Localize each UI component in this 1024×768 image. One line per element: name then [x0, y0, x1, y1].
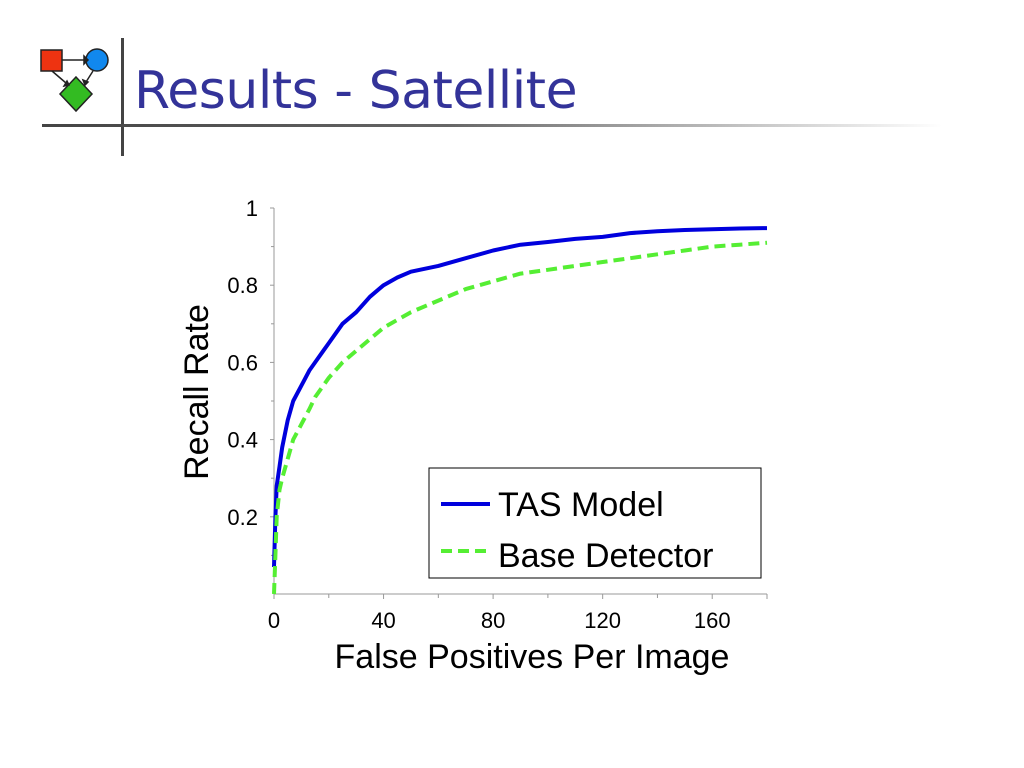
y-axis-title: Recall Rate: [178, 304, 216, 480]
legend-label-tas-model: TAS Model: [498, 486, 664, 524]
y-tick-label: 0.4: [227, 428, 258, 453]
legend: TAS Model Base Detector: [428, 467, 762, 579]
series-line-tas-model: [272, 226, 768, 568]
y-ticks: 0.2 0.4 0.6 0.8 1: [227, 196, 274, 556]
y-tick-label: 0.2: [227, 505, 258, 530]
y-tick-label: 1: [246, 196, 258, 221]
x-tick-label: 120: [584, 608, 621, 633]
logo-arrows: [51, 54, 94, 88]
y-tick-label: 0.8: [227, 273, 258, 298]
legend-label-base-detector: Base Detector: [498, 537, 713, 575]
title-horizontal-rule: [42, 124, 942, 127]
x-tick-label: 0: [268, 608, 280, 633]
title-vertical-rule: [121, 38, 124, 156]
series-group: [272, 226, 768, 595]
series-line-base-detector: [272, 240, 768, 595]
x-tick-label: 40: [371, 608, 395, 633]
x-tick-label: 80: [481, 608, 505, 633]
x-axis-title: False Positives Per Image: [335, 638, 730, 676]
logo-icon: [40, 48, 109, 113]
y-tick-label: 0.6: [227, 350, 258, 375]
x-ticks: 0 40 80 120 160: [268, 594, 768, 633]
legend-box: [428, 467, 762, 579]
slide-title: Results - Satellite: [134, 61, 578, 121]
x-tick-label: 160: [694, 608, 731, 633]
